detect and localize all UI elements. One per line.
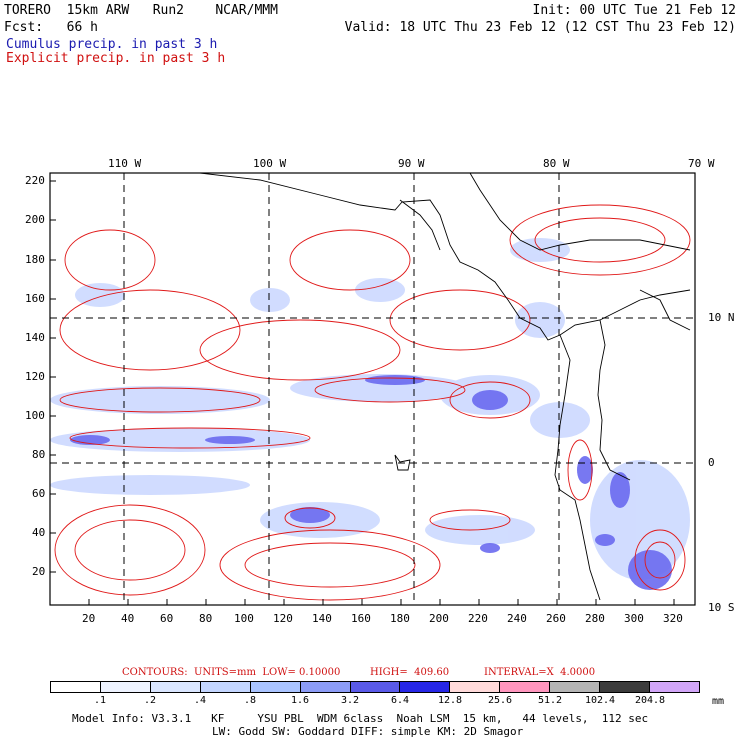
color-bar-label: 204.8: [634, 695, 666, 706]
precip-fields: [50, 204, 691, 601]
y-tick-label: 200: [25, 213, 45, 226]
color-bar-swatch: [51, 682, 101, 692]
contour-info: CONTOURS: UNITS=mm LOW= 0.10000: [122, 667, 341, 678]
color-bar-label: 3.2: [340, 695, 360, 706]
valid-time: Valid: 18 UTC Thu 23 Feb 12 (12 CST Thu …: [344, 20, 736, 35]
x-tick-label: 40: [121, 612, 135, 625]
explicit-label: Explicit precip. in past 3 h: [6, 51, 226, 66]
y-tick-label: 80: [32, 448, 46, 461]
cumulus-label: Cumulus precip. in past 3 h: [6, 37, 218, 52]
lon-label-110w: 110 W: [108, 157, 142, 170]
y-tick-label: 20: [32, 565, 46, 578]
init-time: Init: 00 UTC Tue 21 Feb 12: [532, 3, 737, 18]
tick-marks: [50, 180, 675, 605]
x-tick-label: 140: [312, 612, 332, 625]
color-bar-swatch: [550, 682, 601, 692]
x-tick-label: 180: [390, 612, 410, 625]
x-tick-label: 320: [663, 612, 683, 625]
graticule: [50, 173, 695, 605]
color-bar-swatch: [100, 682, 151, 692]
color-bar-labels: .1 .2 .4 .8 1.6 3.2 6.4 12.8 25.6 51.2 102.4 204.8: [50, 695, 700, 707]
color-bar-label: 102.4: [584, 695, 616, 706]
color-bar-swatch: [300, 682, 351, 692]
lon-label-100w: 100 W: [253, 157, 287, 170]
x-tick-label: 300: [624, 612, 644, 625]
x-tick-label: 20: [82, 612, 96, 625]
model-info: Model Info: V3.3.1 KF YSU PBL WDM 6class…: [72, 712, 649, 725]
y-tick-label: 160: [25, 292, 45, 305]
forecast-hour: Fcst: 66 h: [4, 20, 98, 35]
color-bar-label: 1.6: [290, 695, 310, 706]
coastlines: [199, 173, 691, 601]
y-tick-label: 140: [25, 331, 45, 344]
x-tick-label: 260: [546, 612, 566, 625]
contour-interval: INTERVAL=X 4.0000: [484, 667, 596, 678]
lat-label-0: 0: [708, 456, 715, 469]
model-title: TORERO 15km ARW Run2 NCAR/MMM: [4, 3, 278, 18]
lat-label-10s: 10 S: [708, 601, 735, 614]
color-bar-label: 6.4: [390, 695, 410, 706]
lon-label-80w: 80 W: [543, 157, 570, 170]
y-tick-label: 40: [32, 526, 46, 539]
lat-label-10n: 10 N: [708, 311, 735, 324]
color-bar-swatch: [650, 682, 699, 692]
lon-label-90w: 90 W: [398, 157, 425, 170]
color-bar-label: .4: [193, 695, 207, 706]
color-bar-label: .1: [93, 695, 107, 706]
color-bar-swatch: [350, 682, 401, 692]
x-tick-label: 60: [160, 612, 174, 625]
x-tick-label: 120: [273, 612, 293, 625]
color-bar-label: .8: [243, 695, 257, 706]
x-tick-label: 240: [507, 612, 527, 625]
color-bar: [50, 681, 700, 693]
x-tick-label: 220: [468, 612, 488, 625]
y-tick-label: 100: [25, 409, 45, 422]
x-tick-label: 160: [351, 612, 371, 625]
color-bar-label: 12.8: [437, 695, 463, 706]
lon-label-70w: 70 W: [688, 157, 715, 170]
color-bar-swatch: [600, 682, 651, 692]
x-tick-label: 80: [199, 612, 213, 625]
color-bar-swatch: [500, 682, 551, 692]
physics-info: LW: Godd SW: Goddard DIFF: simple KM: 2D…: [212, 725, 524, 738]
x-tick-label: 280: [585, 612, 605, 625]
color-bar-unit: mm: [712, 696, 725, 707]
color-bar-swatch: [400, 682, 451, 692]
color-bar-swatch: [200, 682, 251, 692]
x-tick-label: 100: [234, 612, 254, 625]
color-bar-label: 25.6: [487, 695, 513, 706]
x-tick-label: 200: [429, 612, 449, 625]
contour-high: HIGH= 409.60: [370, 667, 450, 678]
y-tick-label: 180: [25, 253, 45, 266]
y-tick-label: 220: [25, 174, 45, 187]
y-tick-label: 60: [32, 487, 46, 500]
color-bar-swatch: [450, 682, 501, 692]
color-bar-label: .2: [143, 695, 157, 706]
y-tick-label: 120: [25, 370, 45, 383]
color-bar-swatch: [250, 682, 301, 692]
color-bar-swatch: [150, 682, 201, 692]
color-bar-label: 51.2: [537, 695, 563, 706]
